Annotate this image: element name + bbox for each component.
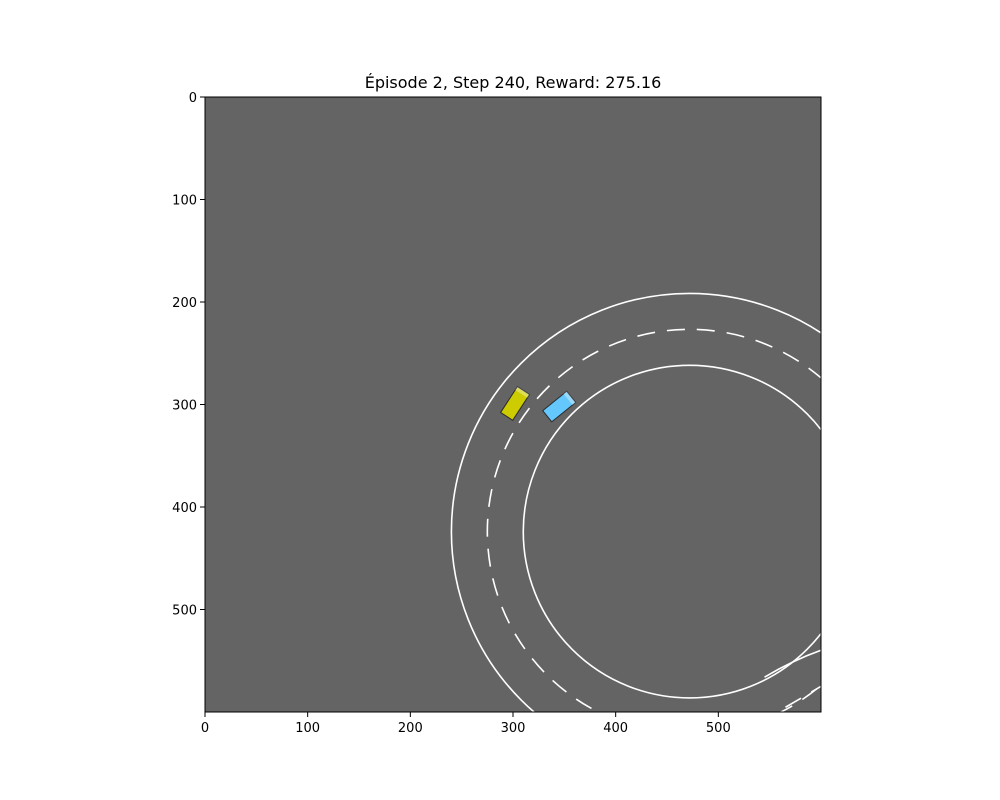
- x-tick-label: 0: [201, 721, 209, 736]
- y-tick: 200: [172, 296, 205, 311]
- y-axis: 0 100 200 300 400 500: [172, 91, 205, 619]
- vehicles: [499, 385, 577, 423]
- exit-road-divider: [775, 685, 821, 712]
- x-tick: 500: [706, 712, 731, 736]
- x-tick-label: 300: [501, 721, 526, 736]
- roundabout-lanes: [450, 292, 821, 712]
- middle-lane-divider: [486, 328, 821, 712]
- x-axis: 0 100 200 300 400 500: [201, 712, 731, 736]
- y-tick-label: 400: [172, 501, 197, 516]
- plot-title: Épisode 2, Step 240, Reward: 275.16: [365, 73, 662, 92]
- y-tick-label: 100: [172, 194, 197, 209]
- plot-area: [204, 96, 822, 713]
- x-tick-label: 500: [706, 721, 731, 736]
- vehicle-body: [542, 390, 577, 423]
- x-tick: 200: [398, 712, 423, 736]
- y-tick: 400: [172, 501, 205, 516]
- other-vehicle: [542, 390, 577, 423]
- y-tick-label: 300: [172, 399, 197, 414]
- inner-lane-line: [522, 364, 821, 699]
- x-tick: 0: [201, 712, 209, 736]
- y-tick: 300: [172, 399, 205, 414]
- outer-lane-line: [450, 292, 821, 712]
- y-tick-label: 500: [172, 604, 197, 619]
- y-tick-label: 200: [172, 296, 197, 311]
- x-tick-label: 400: [603, 721, 628, 736]
- ego-vehicle: [499, 385, 531, 421]
- x-tick-label: 100: [295, 721, 320, 736]
- vehicle-body: [499, 385, 531, 421]
- x-tick: 100: [295, 712, 320, 736]
- x-tick-label: 200: [398, 721, 423, 736]
- vehicle-front: [563, 391, 576, 405]
- x-tick: 300: [501, 712, 526, 736]
- x-tick: 400: [603, 712, 628, 736]
- exit-road-edge: [764, 649, 821, 678]
- y-tick: 500: [172, 604, 205, 619]
- y-tick: 100: [172, 194, 205, 209]
- y-tick-label: 0: [189, 91, 197, 106]
- y-tick: 0: [189, 91, 205, 106]
- vehicle-front: [515, 386, 530, 398]
